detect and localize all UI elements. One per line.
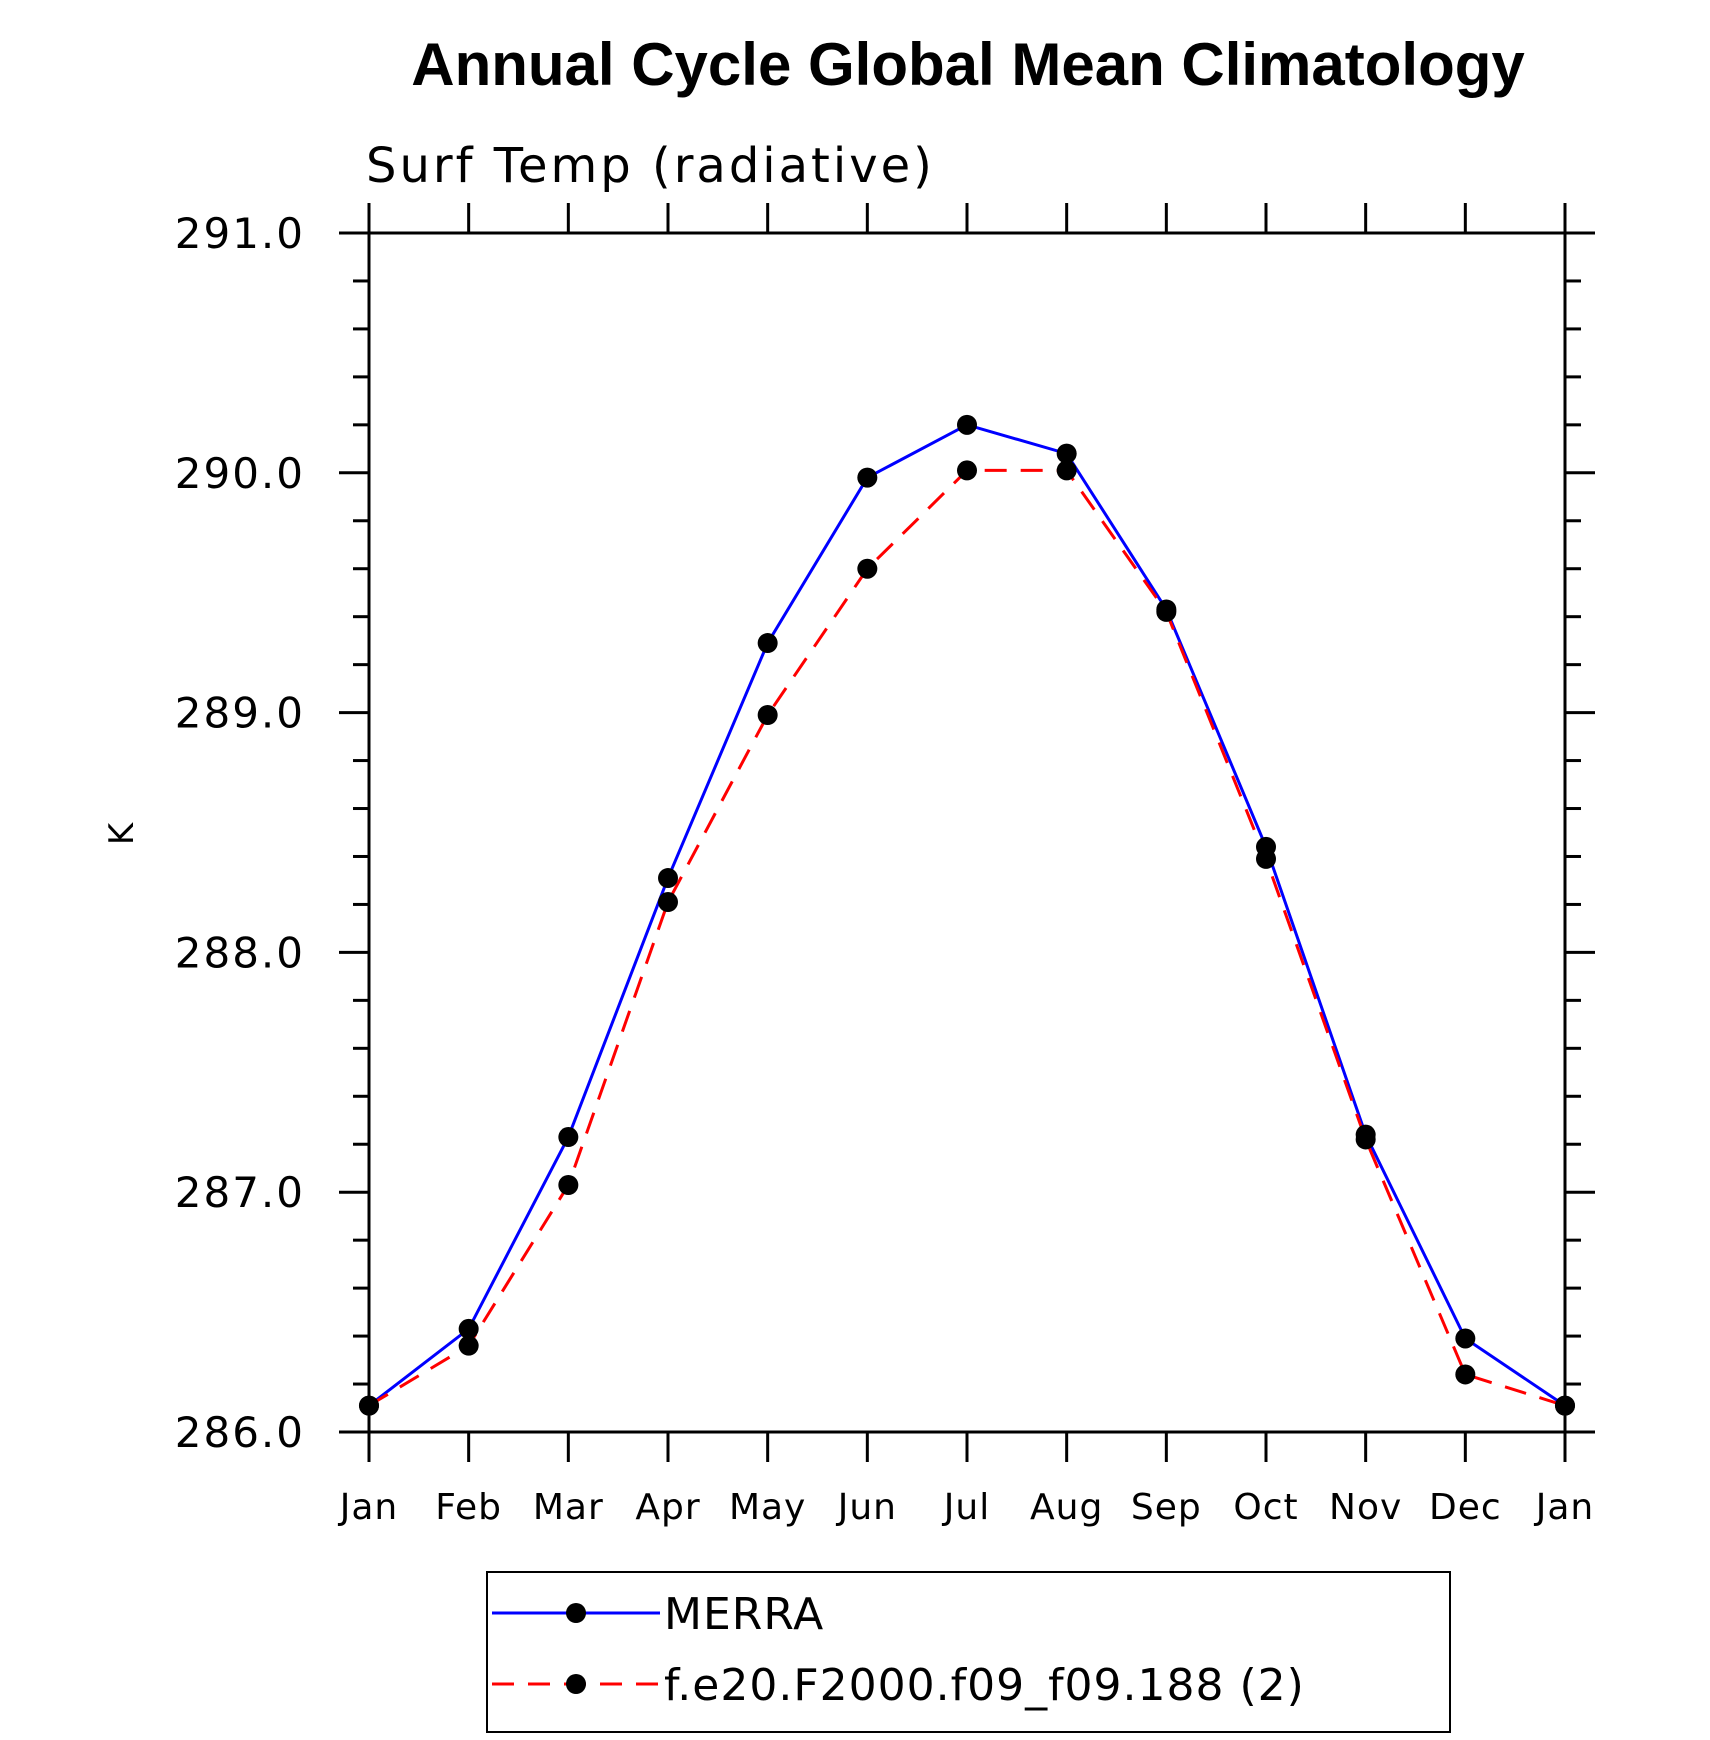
legend-marker-1: [566, 1674, 586, 1694]
y-tick-label: 287.0: [175, 1168, 305, 1217]
series-line-0: [368, 423, 1566, 1407]
y-tick-label: 289.0: [175, 689, 305, 738]
x-tick-label: Nov: [1329, 1487, 1402, 1528]
data-point-1: [1555, 1395, 1575, 1416]
data-point-0: [558, 1127, 579, 1148]
y-tick-label: 290.0: [175, 449, 305, 498]
series-line-1: [368, 468, 1566, 1408]
data-point-1: [1256, 848, 1276, 869]
x-tick-label: Mar: [533, 1487, 604, 1528]
data-point-0: [1056, 443, 1077, 464]
legend: MERRA f.e20.F2000.f09_f09.188 (2): [492, 1589, 1305, 1711]
plot-frame: [367, 231, 1567, 1434]
x-tick-label: Feb: [435, 1487, 502, 1528]
legend-marker-0: [566, 1603, 586, 1623]
data-point-0: [957, 414, 977, 435]
legend-box: [486, 1571, 1451, 1733]
x-tick-label: Dec: [1429, 1487, 1502, 1528]
data-point-1: [1056, 460, 1077, 481]
x-tick-label: Oct: [1233, 1487, 1298, 1528]
data-point-1: [1455, 1364, 1476, 1385]
data-point-1: [757, 704, 778, 725]
data-point-1: [558, 1175, 579, 1196]
data-point-1: [1156, 601, 1177, 622]
series-layer: [359, 414, 1575, 1416]
x-tick-label: Jul: [942, 1487, 990, 1528]
y-tick-label: 286.0: [175, 1408, 305, 1457]
data-point-1: [857, 558, 878, 579]
chart-subtitle: Surf Temp (radiative): [366, 138, 935, 194]
data-point-1: [359, 1395, 379, 1416]
data-point-0: [1455, 1328, 1476, 1349]
y-axis-label: K: [102, 821, 142, 845]
data-point-0: [757, 633, 778, 654]
data-point-1: [957, 460, 977, 481]
x-tick-label: May: [729, 1487, 806, 1528]
x-ticks: Jan Feb Mar Apr May Jun Jul Aug Sep Oct Nov Dec Jan: [338, 203, 1595, 1528]
chart-title: Annual Cycle Global Mean Climatology: [411, 31, 1525, 98]
y-tick-label: 288.0: [175, 928, 305, 977]
x-tick-label: Sep: [1131, 1487, 1202, 1528]
x-tick-label: Aug: [1030, 1487, 1103, 1528]
x-tick-label: Jan: [1534, 1487, 1595, 1528]
x-tick-label: Apr: [635, 1487, 700, 1528]
data-point-1: [658, 892, 678, 913]
x-tick-label: Jan: [338, 1487, 399, 1528]
y-tick-label: 291.0: [175, 209, 305, 258]
legend-label-0: MERRA: [664, 1589, 824, 1640]
data-point-1: [458, 1335, 479, 1356]
data-point-0: [658, 868, 678, 889]
x-tick-label: Jun: [836, 1487, 897, 1528]
data-point-0: [458, 1318, 479, 1339]
data-point-0: [857, 467, 878, 488]
y-ticks: 286.0 287.0 288.0 289.0 290.0 291.0: [175, 209, 1595, 1457]
data-point-1: [1355, 1129, 1376, 1150]
legend-label-1: f.e20.F2000.f09_f09.188 (2): [664, 1660, 1305, 1711]
